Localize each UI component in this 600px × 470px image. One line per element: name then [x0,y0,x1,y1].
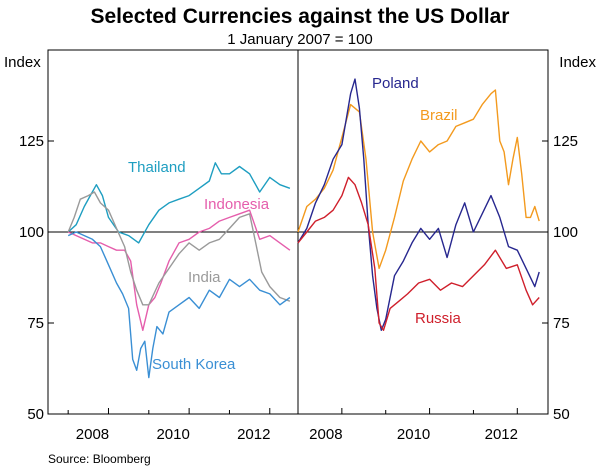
series-line-thailand [67,162,291,244]
y-tick-label-left: 100 [19,224,44,241]
chart-title: Selected Currencies against the US Dolla… [91,5,510,28]
y-tick-label-right: 125 [553,133,578,150]
chart-subtitle: 1 January 2007 = 100 [227,31,373,48]
y-tick-label-right: 50 [553,406,570,423]
source-note: Source: Bloomberg [48,452,151,466]
x-tick-label: 2010 [397,426,430,443]
series-line-poland [297,78,540,331]
y-tick-label-left: 50 [27,406,44,423]
series-label-india: India [188,269,221,286]
x-tick-label: 2008 [309,426,342,443]
x-tick-label: 2010 [156,426,189,443]
series-label-russia: Russia [415,310,462,327]
right-axis-unit: Index [559,54,596,71]
y-tick-label-right: 75 [553,315,570,332]
left-axis-unit: Index [4,54,41,71]
series-line-russia [297,176,540,331]
series-label-poland: Poland [372,75,419,92]
series-label-brazil: Brazil [420,107,458,124]
series-label-south-korea: South Korea [152,356,236,373]
series-line-south-korea [67,231,291,379]
chart-marks: 50 50 75 75 100 100 125 125 2008 2010 2012 Thailand… [19,75,578,443]
x-tick-label: 2012 [485,426,518,443]
x-tick-label: 2012 [237,426,270,443]
series-label-thailand: Thailand [128,159,186,176]
y-tick-label-left: 125 [19,133,44,150]
series-label-indonesia: Indonesia [204,196,270,213]
x-tick-label: 2008 [76,426,109,443]
series-line-india [67,191,291,306]
y-tick-label-left: 75 [27,315,44,332]
y-tick-label-right: 100 [553,224,578,241]
series-line-indonesia [67,209,291,331]
series-line-brazil [297,89,540,270]
